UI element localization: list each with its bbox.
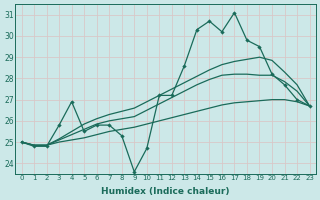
X-axis label: Humidex (Indice chaleur): Humidex (Indice chaleur) xyxy=(101,187,230,196)
